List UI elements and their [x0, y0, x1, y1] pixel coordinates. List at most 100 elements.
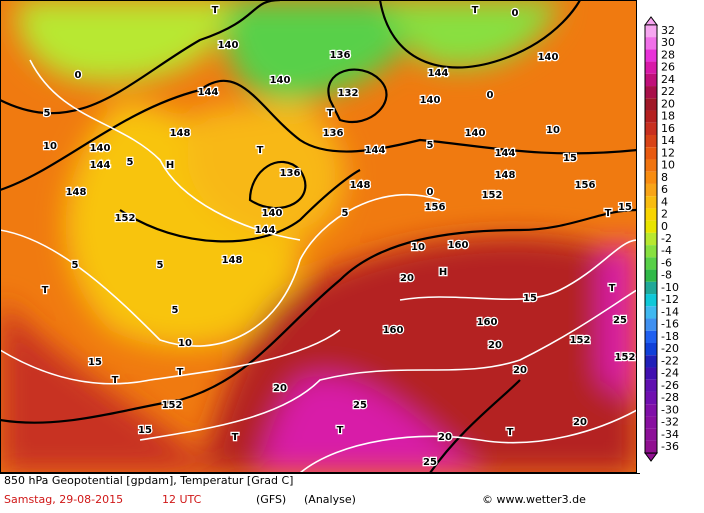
legend-swatch — [645, 110, 657, 123]
legend-swatch — [645, 428, 657, 441]
footer-title: 850 hPa Geopotential [gpdam], Temperatur… — [4, 474, 293, 487]
legend-label: -32 — [661, 416, 679, 429]
legend-label: -4 — [661, 244, 672, 257]
map-label: T — [42, 285, 49, 296]
map-label: 20 — [273, 383, 287, 394]
legend-swatch — [645, 24, 657, 38]
map-label: 15 — [88, 357, 102, 368]
legend-label: 28 — [661, 48, 675, 61]
map-label: 15 — [563, 153, 577, 164]
legend-swatch — [645, 98, 657, 111]
map-label: 20 — [400, 273, 414, 284]
map-label: 20 — [488, 340, 502, 351]
legend-label: 12 — [661, 146, 675, 159]
legend-label: -34 — [661, 428, 679, 441]
legend-swatch — [645, 122, 657, 135]
legend-label: -24 — [661, 367, 679, 380]
map-label: 132 — [338, 88, 359, 99]
map-label: 152 — [162, 400, 183, 411]
legend-label: -28 — [661, 391, 679, 404]
map-label: 144 — [198, 87, 219, 98]
footer-time: 12 UTC — [162, 493, 202, 506]
map-label: 148 — [222, 255, 243, 266]
legend-swatch — [645, 232, 657, 246]
legend-swatch — [645, 318, 657, 331]
legend-swatch — [645, 86, 657, 99]
legend-label: 32 — [661, 24, 675, 37]
legend-label: -16 — [661, 318, 679, 331]
legend-label: 4 — [661, 195, 668, 208]
legend-label: 20 — [661, 97, 675, 110]
map-label: 160 — [448, 240, 469, 251]
map-label: 156 — [425, 202, 446, 213]
map-label: 0 — [75, 70, 82, 81]
legend-swatch — [645, 257, 657, 270]
legend-label: 26 — [661, 61, 675, 74]
legend-label: 30 — [661, 36, 675, 49]
legend-frame — [644, 24, 658, 454]
legend-label: 10 — [661, 159, 675, 172]
legend-label: -30 — [661, 403, 679, 416]
map-label: 148 — [66, 187, 87, 198]
map-label: 148 — [170, 128, 191, 139]
legend-swatch — [645, 404, 657, 417]
footer-credit: © www.wetter3.de — [482, 493, 586, 506]
map-label: 15 — [523, 293, 537, 304]
map-label: T — [605, 208, 612, 219]
map-label: 10 — [546, 125, 560, 136]
legend-arrow-bottom — [644, 452, 658, 462]
map-label: T — [112, 375, 119, 386]
legend-label: -20 — [661, 342, 679, 355]
legend-swatch — [645, 245, 657, 258]
legend-swatch — [645, 196, 657, 209]
legend-label: -22 — [661, 354, 679, 367]
map-label: 15 — [138, 425, 152, 436]
map-label: 144 — [428, 68, 449, 79]
legend-swatch — [645, 183, 657, 197]
map-label: H — [166, 160, 174, 171]
legend-swatch — [645, 147, 657, 160]
map-frame — [0, 0, 637, 473]
map-label: 140 — [465, 128, 486, 139]
legend-label: -2 — [661, 232, 672, 245]
legend-swatch — [645, 343, 657, 356]
legend-swatch — [645, 49, 657, 62]
map-label: 144 — [495, 148, 516, 159]
footer-run: (Analyse) — [304, 493, 356, 506]
legend-swatch — [645, 73, 657, 87]
map-label: 144 — [90, 160, 111, 171]
map-label: 136 — [280, 168, 301, 179]
legend-label: 6 — [661, 183, 668, 196]
legend-swatch — [645, 208, 657, 221]
map-label: 152 — [570, 335, 591, 346]
legend-label: 16 — [661, 122, 675, 135]
legend-swatch — [645, 416, 657, 429]
legend-swatch — [645, 269, 657, 282]
legend-swatch — [645, 330, 657, 343]
map-label: 140 — [420, 95, 441, 106]
map-label: 20 — [573, 417, 587, 428]
legend-swatch — [645, 391, 657, 405]
map-label: 25 — [353, 400, 367, 411]
legend-label: 14 — [661, 134, 675, 147]
legend-arrow-top — [644, 16, 658, 26]
legend-swatch — [645, 220, 657, 233]
map-label: 10 — [178, 338, 192, 349]
legend-label: 2 — [661, 208, 668, 221]
legend-swatch — [645, 135, 657, 148]
map-label: T — [337, 425, 344, 436]
legend-label: 0 — [661, 220, 668, 233]
map-label: 0 — [487, 90, 494, 101]
map-label: 140 — [270, 75, 291, 86]
map-label: 5 — [427, 140, 434, 151]
map-field — [0, 0, 637, 473]
map-label: 15 — [618, 202, 632, 213]
legend-label: -6 — [661, 256, 672, 269]
map-label: 152 — [615, 352, 636, 363]
map-label: T — [257, 145, 264, 156]
map-label: 140 — [218, 40, 239, 51]
legend-swatch — [645, 306, 657, 319]
map-label: T — [212, 5, 219, 16]
map-label: 140 — [90, 143, 111, 154]
